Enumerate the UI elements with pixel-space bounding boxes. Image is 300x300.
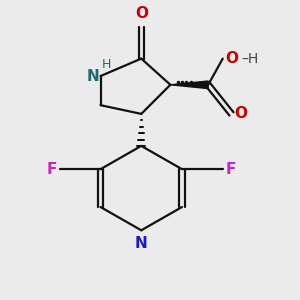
Text: F: F [226, 162, 236, 177]
Text: O: O [226, 51, 239, 66]
Text: H: H [102, 58, 111, 71]
Text: –H: –H [242, 52, 259, 66]
Text: O: O [135, 6, 148, 21]
Text: N: N [135, 236, 148, 251]
Text: N: N [86, 69, 99, 84]
Polygon shape [170, 81, 208, 88]
Text: O: O [234, 106, 248, 122]
Text: F: F [46, 162, 57, 177]
